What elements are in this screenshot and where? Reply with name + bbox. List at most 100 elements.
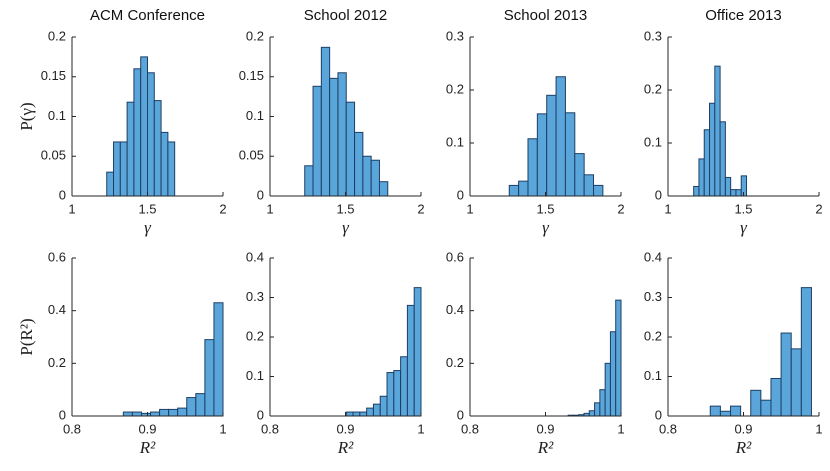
bar: [204, 339, 215, 417]
bar: [320, 46, 331, 197]
x-tick-label: 1: [68, 201, 75, 216]
bar: [599, 389, 606, 417]
y-tick-label: 0.3: [446, 28, 464, 43]
y-tick-label: 0.15: [239, 68, 264, 83]
bar: [406, 304, 415, 417]
bar: [362, 155, 372, 197]
x-tick-label: 0.8: [63, 421, 81, 436]
y-tick-label: 0.1: [644, 368, 662, 383]
y-tick-label: 0.4: [446, 302, 464, 317]
bar: [709, 405, 721, 417]
bar: [354, 131, 364, 197]
chart-title: School 2013: [504, 7, 587, 24]
bar: [378, 181, 389, 197]
y-tick-label: 0.2: [446, 355, 464, 370]
bar: [413, 287, 422, 417]
bar: [780, 332, 792, 417]
bar: [703, 129, 711, 197]
y-tick-label: 0.2: [48, 28, 66, 43]
bar: [337, 72, 347, 197]
bar: [750, 389, 762, 417]
bar: [698, 158, 705, 197]
bar: [147, 72, 155, 197]
bar: [359, 411, 368, 417]
chart-title: Office 2013: [705, 7, 781, 24]
bar: [345, 101, 356, 197]
bar: [131, 411, 142, 417]
x-tick-label: 2: [617, 201, 624, 216]
y-tick-label: 0: [457, 187, 464, 202]
bar: [693, 185, 700, 197]
bar: [730, 405, 742, 417]
x-tick-label: 0.8: [261, 421, 279, 436]
bar: [583, 174, 595, 197]
x-tick-label: 1.5: [536, 201, 554, 216]
y-tick-label: 0.05: [239, 148, 264, 163]
y-tick-label: 0.1: [644, 134, 662, 149]
bar: [160, 131, 169, 197]
y-tick-label: 0.1: [48, 108, 66, 123]
x-tick-label: 1: [219, 421, 226, 436]
x-tick-label: 2: [417, 201, 424, 216]
x-axis-label: R²: [337, 438, 354, 457]
bar: [379, 395, 388, 417]
y-tick-label: 0.15: [41, 68, 66, 83]
bar: [345, 411, 354, 417]
bar: [400, 356, 408, 417]
bar: [714, 65, 721, 197]
x-tick-label: 0.8: [461, 421, 479, 436]
x-tick-label: 1: [266, 201, 273, 216]
bar: [167, 141, 176, 197]
y-tick-label: 0.1: [446, 134, 464, 149]
x-tick-label: 1.5: [734, 201, 752, 216]
y-tick-label: 0.2: [246, 328, 264, 343]
y-tick-label: 0: [655, 407, 662, 422]
y-tick-label: 0.1: [246, 108, 264, 123]
y-tick-label: 0.1: [246, 368, 264, 383]
y-tick-label: 0.3: [644, 289, 662, 304]
chart-title: ACM Conference: [90, 7, 205, 24]
bar: [304, 165, 314, 197]
bar: [719, 410, 732, 417]
bar: [168, 408, 179, 417]
y-tick-label: 0: [59, 187, 66, 202]
bar: [312, 85, 322, 197]
y-tick-label: 0.4: [644, 249, 662, 264]
y-tick-label: 0.6: [446, 249, 464, 264]
bar: [800, 287, 812, 417]
bar: [709, 102, 716, 197]
x-tick-label: 1: [417, 421, 424, 436]
y-tick-label: 0.3: [246, 289, 264, 304]
y-tick-label: 0: [257, 187, 264, 202]
y-tick-label: 0.6: [48, 249, 66, 264]
bar: [366, 407, 374, 417]
x-tick-label: 1.5: [138, 201, 156, 216]
y-tick-label: 0.2: [48, 355, 66, 370]
bar: [719, 121, 726, 197]
bar: [113, 141, 121, 197]
bar: [546, 94, 557, 197]
bar: [770, 377, 782, 417]
bar: [536, 113, 548, 197]
bar: [574, 153, 585, 197]
bar: [760, 399, 772, 417]
bar: [195, 393, 206, 417]
bar: [790, 348, 802, 417]
x-axis-label: γ: [342, 218, 350, 237]
bar: [735, 189, 742, 197]
x-tick-label: 1: [815, 421, 822, 436]
bar: [604, 362, 611, 417]
bar: [588, 410, 596, 417]
bar: [352, 411, 361, 417]
bar: [615, 299, 622, 417]
x-axis-label: γ: [740, 218, 748, 237]
bar: [372, 403, 381, 417]
x-tick-label: 0.9: [336, 421, 354, 436]
y-tick-label: 0: [59, 407, 66, 422]
bar: [153, 100, 162, 197]
x-tick-label: 0.8: [659, 421, 677, 436]
y-tick-label: 0.2: [644, 328, 662, 343]
x-tick-label: 0.9: [536, 421, 554, 436]
x-tick-label: 2: [219, 201, 226, 216]
